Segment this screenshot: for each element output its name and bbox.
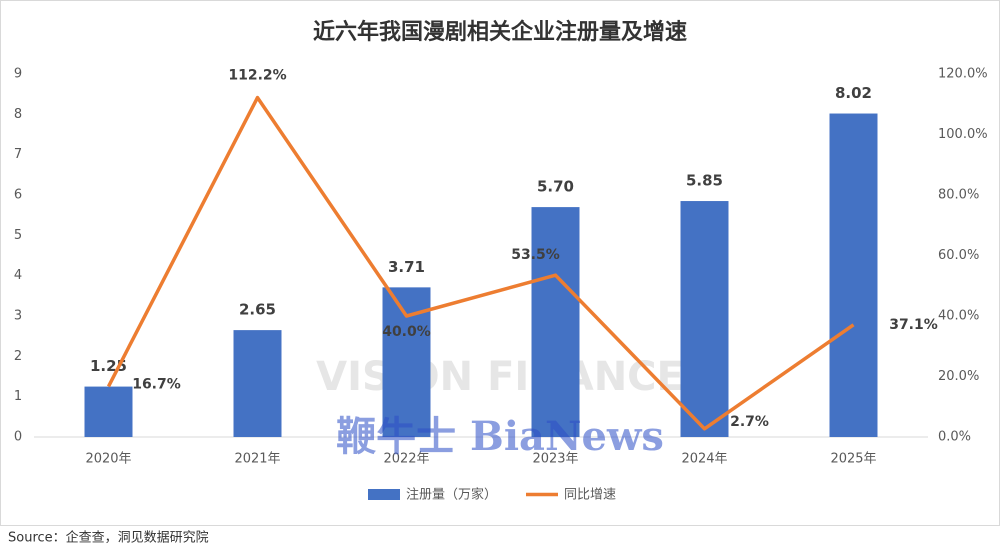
line-value-label: 37.1% xyxy=(889,317,938,333)
watermark: 鞭牛士 BiaNews xyxy=(336,413,664,460)
bar xyxy=(531,207,580,437)
y-tick-label: 7 xyxy=(14,147,22,162)
x-tick-label: 2025年 xyxy=(830,452,876,467)
y2-tick-label: 20.0% xyxy=(938,369,979,384)
x-tick-label: 2022年 xyxy=(383,452,429,467)
line-value-label: 40.0% xyxy=(382,324,431,340)
bar xyxy=(233,330,282,437)
y-tick-label: 4 xyxy=(14,268,22,283)
line-value-label: 16.7% xyxy=(132,376,181,392)
y-tick-label: 8 xyxy=(14,107,22,122)
y-tick-label: 2 xyxy=(14,349,22,364)
x-tick-label: 2024年 xyxy=(681,452,727,467)
y-tick-label: 1 xyxy=(14,389,22,404)
x-tick-label: 2021年 xyxy=(234,452,280,467)
y2-tick-label: 120.0% xyxy=(938,67,988,82)
x-tick-label: 2020年 xyxy=(85,452,131,467)
legend-label: 同比增速 xyxy=(564,488,616,503)
bar-value-label: 8.02 xyxy=(835,84,872,102)
y-tick-label: 9 xyxy=(14,67,22,82)
bar-value-label: 5.70 xyxy=(537,178,574,196)
legend-label: 注册量（万家） xyxy=(406,487,497,503)
line-value-label: 112.2% xyxy=(228,68,286,84)
legend-swatch xyxy=(368,489,400,500)
y2-tick-label: 60.0% xyxy=(938,248,979,263)
x-tick-label: 2023年 xyxy=(532,452,578,467)
bar xyxy=(680,201,729,437)
y-tick-label: 0 xyxy=(14,430,22,445)
line-value-label: 53.5% xyxy=(511,247,560,263)
y2-tick-label: 80.0% xyxy=(938,188,979,203)
y2-tick-label: 40.0% xyxy=(938,309,979,324)
bar-value-label: 3.71 xyxy=(388,258,425,276)
bar xyxy=(829,113,878,437)
y-tick-label: 6 xyxy=(14,188,22,203)
y2-tick-label: 100.0% xyxy=(938,127,988,142)
chart-title: 近六年我国漫剧相关企业注册量及增速 xyxy=(313,19,687,45)
line-value-label: 2.7% xyxy=(730,414,769,430)
bar xyxy=(84,386,133,437)
bar-value-label: 5.85 xyxy=(686,172,723,190)
y-tick-label: 5 xyxy=(14,228,22,243)
bar-value-label: 2.65 xyxy=(239,301,276,319)
y-tick-label: 3 xyxy=(14,309,22,324)
source: Source：企查查，洞见数据研究院 xyxy=(8,530,209,546)
line xyxy=(106,95,855,431)
watermark: VISION FINANCE xyxy=(316,354,684,400)
y2-tick-label: 0.0% xyxy=(938,430,971,445)
